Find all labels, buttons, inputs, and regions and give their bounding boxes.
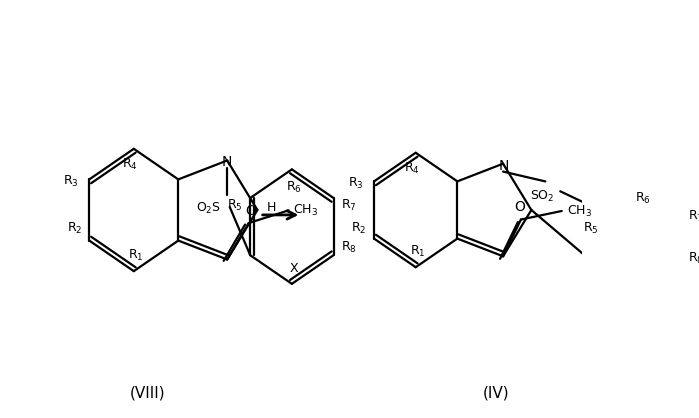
Text: R$_6$: R$_6$ xyxy=(635,191,651,206)
Text: R$_8$: R$_8$ xyxy=(688,251,699,266)
Text: R$_6$: R$_6$ xyxy=(286,180,301,195)
Text: R$_7$: R$_7$ xyxy=(688,209,699,224)
Text: (IV): (IV) xyxy=(483,385,510,400)
Text: H: H xyxy=(267,201,276,214)
Text: R$_3$: R$_3$ xyxy=(348,176,363,191)
Text: N: N xyxy=(498,159,509,173)
Text: O: O xyxy=(245,204,257,218)
Text: CH$_3$: CH$_3$ xyxy=(568,204,593,219)
Text: R$_8$: R$_8$ xyxy=(340,240,356,255)
Text: N: N xyxy=(221,155,231,169)
Text: R$_3$: R$_3$ xyxy=(63,174,79,189)
Text: R$_4$: R$_4$ xyxy=(403,161,419,176)
Text: R$_1$: R$_1$ xyxy=(410,244,425,259)
Text: SO$_2$: SO$_2$ xyxy=(530,189,554,204)
Text: (VIII): (VIII) xyxy=(130,385,166,400)
Text: R$_5$: R$_5$ xyxy=(227,198,243,214)
Text: O: O xyxy=(514,200,525,214)
Text: R$_1$: R$_1$ xyxy=(128,248,143,263)
Text: R$_7$: R$_7$ xyxy=(340,198,356,214)
Text: R$_2$: R$_2$ xyxy=(66,221,82,236)
Text: CH$_3$: CH$_3$ xyxy=(294,203,319,218)
Text: O$_2$S: O$_2$S xyxy=(196,201,222,217)
Text: R$_2$: R$_2$ xyxy=(352,221,367,236)
Text: R$_4$: R$_4$ xyxy=(122,157,138,172)
Text: R$_5$: R$_5$ xyxy=(583,221,598,236)
Text: X: X xyxy=(289,262,298,275)
